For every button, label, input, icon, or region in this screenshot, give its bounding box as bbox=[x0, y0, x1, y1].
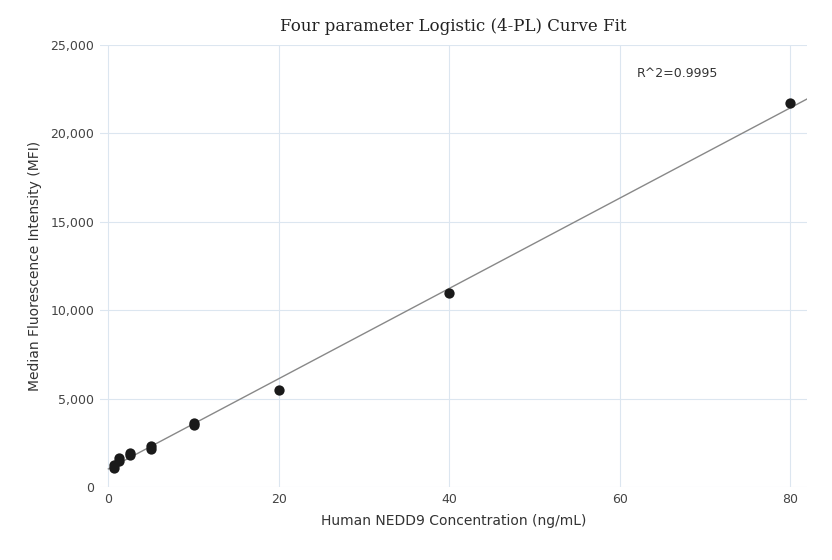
Point bbox=[144, 442, 157, 451]
X-axis label: Human NEDD9 Concentration (ng/mL): Human NEDD9 Concentration (ng/mL) bbox=[321, 514, 586, 528]
Title: Four parameter Logistic (4-PL) Curve Fit: Four parameter Logistic (4-PL) Curve Fit bbox=[280, 18, 626, 35]
Point bbox=[107, 463, 121, 472]
Point bbox=[144, 445, 157, 454]
Point bbox=[123, 448, 136, 457]
Point bbox=[112, 456, 126, 465]
Text: R^2=0.9995: R^2=0.9995 bbox=[636, 67, 718, 80]
Point bbox=[107, 460, 121, 469]
Point bbox=[187, 419, 201, 428]
Y-axis label: Median Fluorescence Intensity (MFI): Median Fluorescence Intensity (MFI) bbox=[28, 141, 42, 391]
Point bbox=[112, 454, 126, 463]
Point bbox=[123, 451, 136, 460]
Point bbox=[187, 421, 201, 430]
Point bbox=[784, 99, 797, 108]
Point bbox=[443, 288, 456, 297]
Point bbox=[272, 385, 285, 394]
